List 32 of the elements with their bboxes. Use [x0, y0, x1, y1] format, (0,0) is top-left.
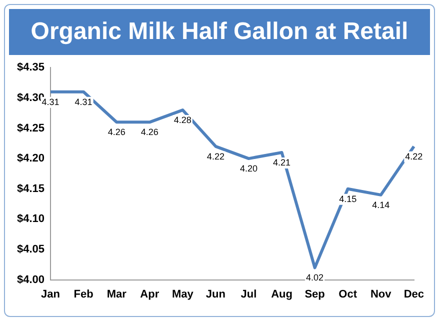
y-tick-label: $4.15: [16, 182, 45, 195]
y-tick-label: $4.20: [16, 152, 45, 165]
y-tick-label: $4.05: [16, 244, 45, 256]
x-tick-label: Jun: [206, 288, 226, 300]
data-label: 4.15: [339, 194, 357, 204]
y-tick-label: $4.25: [16, 122, 45, 134]
chart-title: Organic Milk Half Gallon at Retail: [9, 9, 430, 55]
y-tick-label: $4.10: [16, 213, 45, 226]
x-tick-label: Oct: [338, 288, 358, 300]
x-tick-label: Jan: [41, 288, 60, 300]
data-label: 4.22: [405, 151, 423, 162]
x-tick-label: Feb: [74, 288, 94, 300]
data-label: 4.28: [174, 115, 192, 126]
x-tick-label: May: [172, 288, 194, 300]
y-tick-label: $4.00: [16, 274, 45, 286]
data-label: 4.14: [372, 200, 390, 210]
data-label: 4.22: [206, 151, 224, 162]
x-tick-label: Mar: [106, 288, 128, 300]
x-tick-label: Sep: [304, 288, 326, 300]
y-tick-label: $4.35: [16, 62, 45, 74]
data-label: 4.26: [140, 127, 158, 138]
data-label: 4.21: [273, 157, 291, 168]
x-tick-label: Jul: [240, 288, 257, 300]
data-label: 4.31: [42, 96, 60, 107]
x-tick-label: Nov: [370, 288, 392, 300]
data-label: 4.31: [74, 96, 92, 107]
x-tick-label: Aug: [271, 288, 292, 300]
x-tick-label: Dec: [404, 288, 424, 300]
data-label: 4.26: [108, 127, 126, 138]
data-label: 4.20: [240, 164, 258, 174]
x-tick-label: Apr: [140, 288, 160, 300]
data-label: 4.02: [306, 272, 324, 283]
